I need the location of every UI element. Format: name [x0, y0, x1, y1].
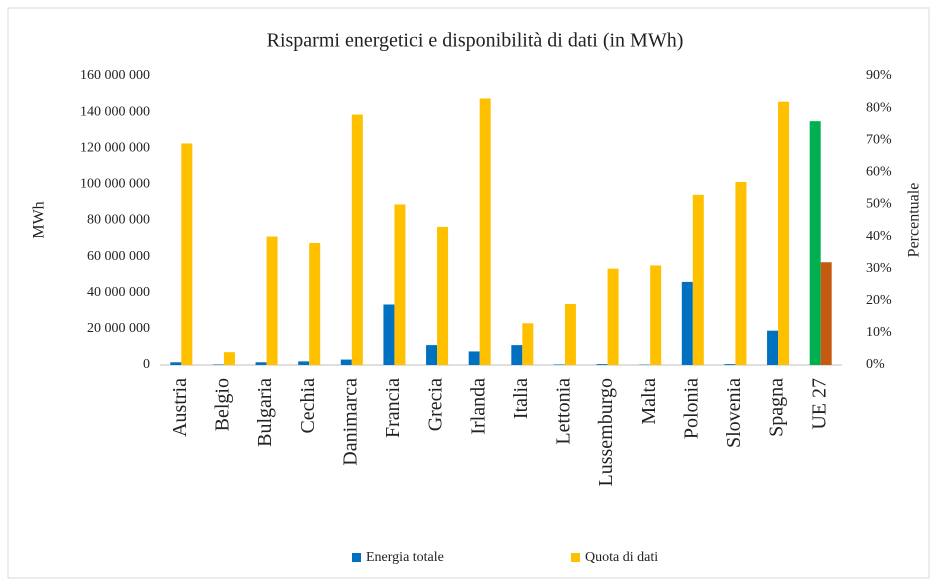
- bar: [735, 182, 746, 365]
- bar: [767, 331, 778, 365]
- x-tick-label: UE 27: [808, 378, 830, 430]
- x-tick-label: Bulgaria: [254, 378, 276, 447]
- bar: [256, 362, 267, 365]
- y-tick-label: 140 000 000: [80, 104, 150, 119]
- y-tick-label: 120 000 000: [80, 140, 150, 155]
- y2-tick-label: 20%: [866, 293, 892, 308]
- x-tick-label: Danimarca: [339, 378, 361, 466]
- bar: [511, 345, 522, 365]
- x-tick-label: Italia: [510, 378, 532, 419]
- x-tick-label: Grecia: [425, 378, 447, 431]
- legend-label: Quota di dati: [585, 550, 658, 565]
- legend-label: Energia totale: [366, 550, 444, 565]
- x-tick-label: Lussemburgo: [595, 378, 617, 487]
- y-tick-label: 100 000 000: [80, 177, 150, 192]
- y2-tick-label: 40%: [866, 229, 892, 244]
- y2-tick-label: 30%: [866, 261, 892, 276]
- bar: [309, 243, 320, 365]
- y-tick-label: 60 000 000: [87, 249, 150, 264]
- bar: [693, 195, 704, 365]
- bar: [682, 282, 693, 365]
- y2-tick-label: 70%: [866, 132, 892, 147]
- bar: [341, 360, 352, 365]
- bar: [821, 262, 832, 365]
- bar: [810, 121, 821, 365]
- x-tick-label: Spagna: [766, 378, 788, 437]
- bar: [383, 304, 394, 365]
- bar: [469, 351, 480, 365]
- bar: [522, 323, 533, 365]
- x-tick-label: Belgio: [212, 378, 234, 431]
- y-tick-label: 20 000 000: [87, 321, 150, 336]
- x-tick-label: Malta: [638, 378, 660, 425]
- y2-tick-label: 80%: [866, 100, 892, 115]
- bar: [224, 352, 235, 365]
- legend-swatch: [571, 553, 580, 562]
- bar: [650, 265, 661, 365]
- x-tick-label: Austria: [169, 378, 191, 437]
- y2-axis-label: Percentuale: [906, 183, 923, 258]
- x-tick-label: Lettonia: [553, 378, 575, 445]
- y-tick-label: 0: [143, 357, 150, 372]
- bar: [352, 115, 363, 365]
- bar: [298, 361, 309, 365]
- x-tick-label: Cechia: [297, 378, 319, 434]
- x-tick-label: Francia: [382, 378, 404, 438]
- y-tick-label: 80 000 000: [87, 213, 150, 228]
- y2-tick-label: 60%: [866, 165, 892, 180]
- y-axis-label: MWh: [31, 201, 48, 238]
- y2-tick-label: 50%: [866, 197, 892, 212]
- bar: [213, 364, 224, 365]
- bar: [170, 362, 181, 365]
- x-tick-label: Irlanda: [467, 378, 489, 435]
- y-tick-label: 40 000 000: [87, 285, 150, 300]
- bar: [724, 364, 735, 365]
- bar: [554, 364, 565, 365]
- legend-swatch: [352, 553, 361, 562]
- bar: [480, 98, 491, 365]
- bar: [426, 345, 437, 365]
- bar: [778, 102, 789, 365]
- bar: [565, 304, 576, 365]
- bar: [181, 143, 192, 365]
- bar: [437, 227, 448, 365]
- bar: [267, 237, 278, 365]
- chart-title: Risparmi energetici e disponibilità di d…: [267, 30, 684, 52]
- x-tick-label: Polonia: [680, 378, 702, 439]
- x-tick-label: Slovenia: [723, 378, 745, 448]
- bar: [394, 204, 405, 365]
- y2-tick-label: 90%: [866, 68, 892, 83]
- y2-tick-label: 0%: [866, 357, 885, 372]
- bar: [608, 269, 619, 365]
- y-tick-label: 160 000 000: [80, 68, 150, 83]
- bar: [597, 364, 608, 365]
- y2-tick-label: 10%: [866, 325, 892, 340]
